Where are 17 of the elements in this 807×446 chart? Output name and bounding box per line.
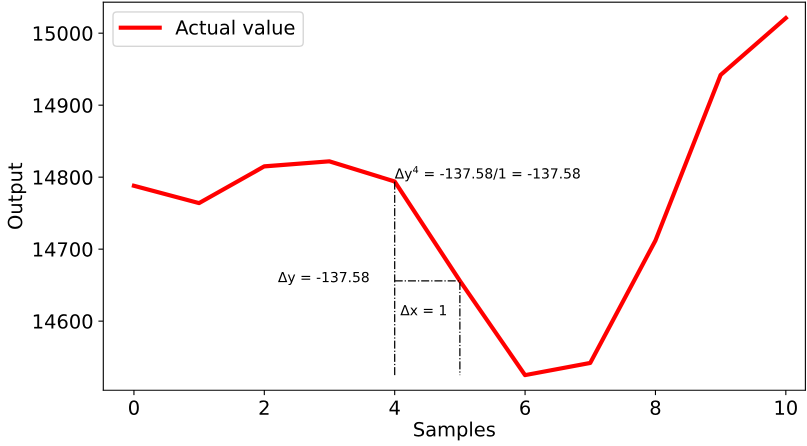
y-tick-label: 14800: [34, 170, 92, 185]
annotation: Δy$^{4}$ = -137.58/1 = -137.58: [394, 166, 580, 182]
x-tick-label: 10: [776, 400, 797, 416]
y-tick-label: 14700: [34, 242, 92, 257]
annotation: Δx = 1: [400, 305, 446, 316]
x-tick-label: 6: [520, 400, 530, 416]
x-tick-label: 4: [389, 400, 400, 415]
x-tick-label: 8: [650, 400, 660, 416]
x-tick-label: 2: [260, 400, 269, 415]
x-axis-title: Samples: [414, 422, 495, 440]
y-tick-label: 14600: [34, 314, 92, 329]
y-axis-title: Output: [8, 162, 26, 229]
x-tick-label: 0: [129, 400, 139, 416]
annotation: Δy = -137.58: [278, 272, 369, 286]
y-tick-label: 15000: [34, 26, 92, 41]
legend-label: Actual value: [175, 20, 294, 35]
y-tick-label: 14900: [34, 98, 92, 113]
